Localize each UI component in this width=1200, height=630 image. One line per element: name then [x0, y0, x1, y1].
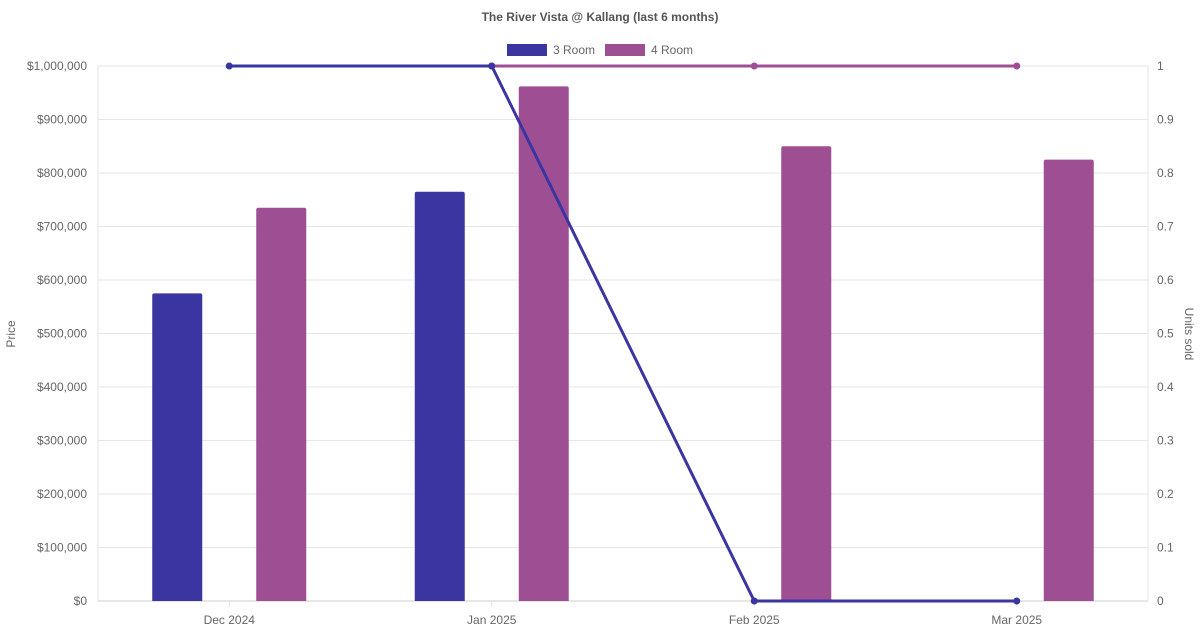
line-point[interactable]: [750, 62, 758, 70]
y-tick-label-left: $0: [74, 594, 88, 608]
y-tick-label-right: 1: [1157, 59, 1164, 73]
bar[interactable]: [414, 191, 465, 601]
y-tick-label-right: 0.1: [1157, 541, 1174, 555]
line-point[interactable]: [225, 62, 233, 70]
bar[interactable]: [152, 293, 203, 601]
line-point[interactable]: [1013, 597, 1021, 605]
bar[interactable]: [1043, 159, 1094, 601]
legend[interactable]: 3 Room 4 Room: [506, 43, 693, 57]
chart-title: The River Vista @ Kallang (last 6 months…: [482, 10, 719, 24]
y-tick-label-left: $600,000: [37, 273, 87, 287]
legend-item[interactable]: 3 Room: [506, 43, 595, 57]
y-tick-label-right: 0.9: [1157, 113, 1174, 127]
y-axis-title-right: Units sold: [1182, 308, 1196, 361]
y-tick-label-right: 0.2: [1157, 487, 1174, 501]
bar[interactable]: [781, 146, 832, 601]
legend-swatch: [605, 44, 645, 56]
line-point[interactable]: [1013, 62, 1021, 70]
y-tick-label-left: $800,000: [37, 166, 87, 180]
y-tick-label-left: $300,000: [37, 434, 87, 448]
y-axis-right: 0 0.1 0.2 0.3 0.4 0.5 0.6 0.7 0.8 0.9 1: [1157, 59, 1174, 608]
x-axis: Dec 2024 Jan 2025 Feb 2025 Mar 2025: [204, 613, 1043, 627]
bar[interactable]: [256, 207, 307, 601]
y-tick-label-left: $900,000: [37, 113, 87, 127]
y-tick-label-left: $500,000: [37, 327, 87, 341]
x-tick-label: Jan 2025: [467, 613, 517, 627]
y-tick-label-right: 0.6: [1157, 273, 1174, 287]
y-tick-label-left: $100,000: [37, 541, 87, 555]
x-tick-label: Mar 2025: [991, 613, 1042, 627]
y-tick-label-left: $1,000,000: [27, 59, 87, 73]
line-point[interactable]: [750, 597, 758, 605]
y-tick-label-left: $700,000: [37, 220, 87, 234]
y-tick-label-left: $200,000: [37, 487, 87, 501]
bar[interactable]: [518, 86, 569, 601]
y-tick-label-left: $400,000: [37, 380, 87, 394]
x-tick-label: Feb 2025: [729, 613, 780, 627]
series-line: [229, 64, 1017, 603]
legend-item[interactable]: 4 Room: [605, 43, 693, 57]
y-tick-label-right: 0: [1157, 594, 1164, 608]
y-tick-label-right: 0.8: [1157, 166, 1174, 180]
bars: [152, 86, 1094, 601]
y-tick-label-right: 0.7: [1157, 220, 1174, 234]
y-tick-label-right: 0.3: [1157, 434, 1174, 448]
legend-label: 4 Room: [651, 43, 693, 57]
legend-label: 3 Room: [553, 43, 595, 57]
x-tick-label: Dec 2024: [204, 613, 256, 627]
y-axis-title-left: Price: [4, 320, 18, 348]
line-point[interactable]: [488, 62, 496, 70]
lines: [225, 62, 1021, 605]
legend-swatch: [506, 44, 547, 56]
y-axis-left: $0 $100,000 $200,000 $300,000 $400,000 $500,0…: [27, 59, 87, 608]
y-tick-label-right: 0.5: [1157, 327, 1174, 341]
y-tick-label-right: 0.4: [1157, 380, 1174, 394]
